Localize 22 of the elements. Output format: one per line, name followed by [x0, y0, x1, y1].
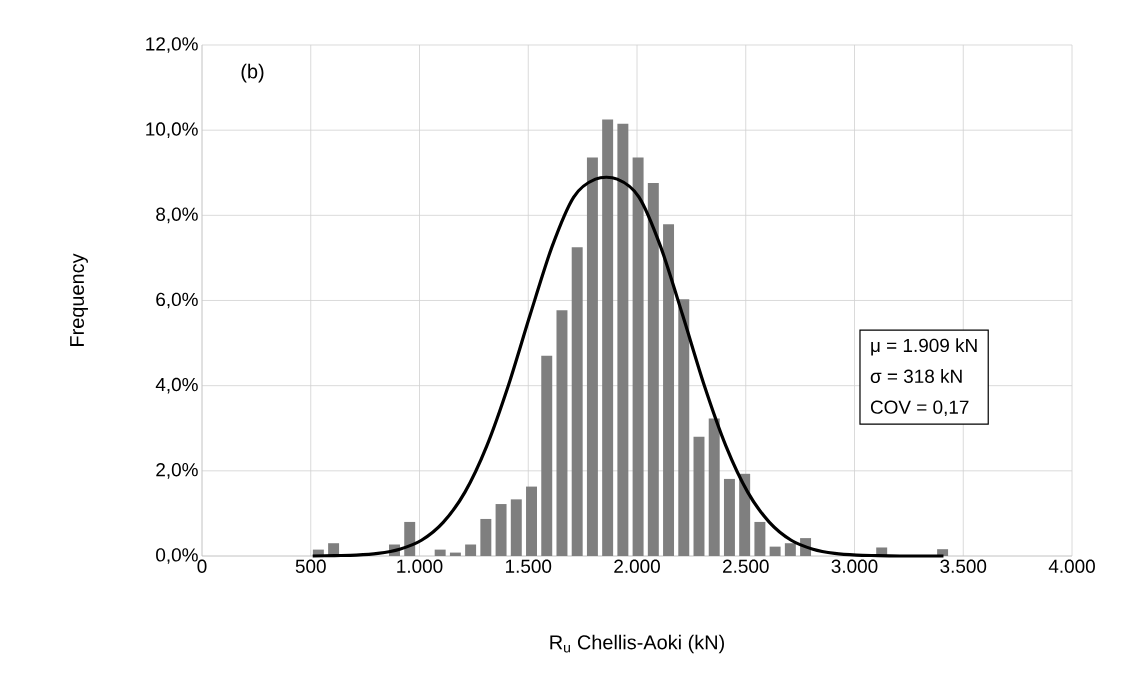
y-tick-label: 0,0%: [156, 548, 198, 564]
annotation: μ = 1.909 kN: [871, 338, 977, 356]
y-tick-label: 4,0%: [155, 377, 198, 394]
y-tick-label: 10,0%: [146, 122, 198, 138]
x-tick-label: 2.500: [723, 559, 769, 573]
x-tick-label: 1.000: [397, 559, 443, 573]
x-tick-label: 4.000: [1048, 559, 1095, 573]
x-tick-label: 1.500: [506, 559, 552, 573]
annotation: σ = 318 kN: [870, 369, 962, 383]
y-axis-title: Frequency: [70, 253, 88, 346]
annotation: (b): [241, 63, 264, 83]
y-tick-label: 2,0%: [156, 463, 198, 479]
y-tick-label: 8,0%: [156, 207, 198, 224]
x-tick-label: 0: [197, 559, 207, 573]
annotation: COV = 0,17: [870, 400, 969, 417]
x-tick-label: 3.500: [940, 559, 987, 573]
x-tick-label: 2.000: [614, 559, 660, 573]
x-axis-title: R$_{u}$ Chellis-Aoki (kN): [550, 634, 724, 654]
y-tick-label: 12,0%: [146, 37, 198, 53]
y-tick-label: 6,0%: [156, 292, 198, 309]
x-tick-label: 3.000: [831, 559, 878, 573]
x-tick-label: 500: [295, 559, 326, 573]
